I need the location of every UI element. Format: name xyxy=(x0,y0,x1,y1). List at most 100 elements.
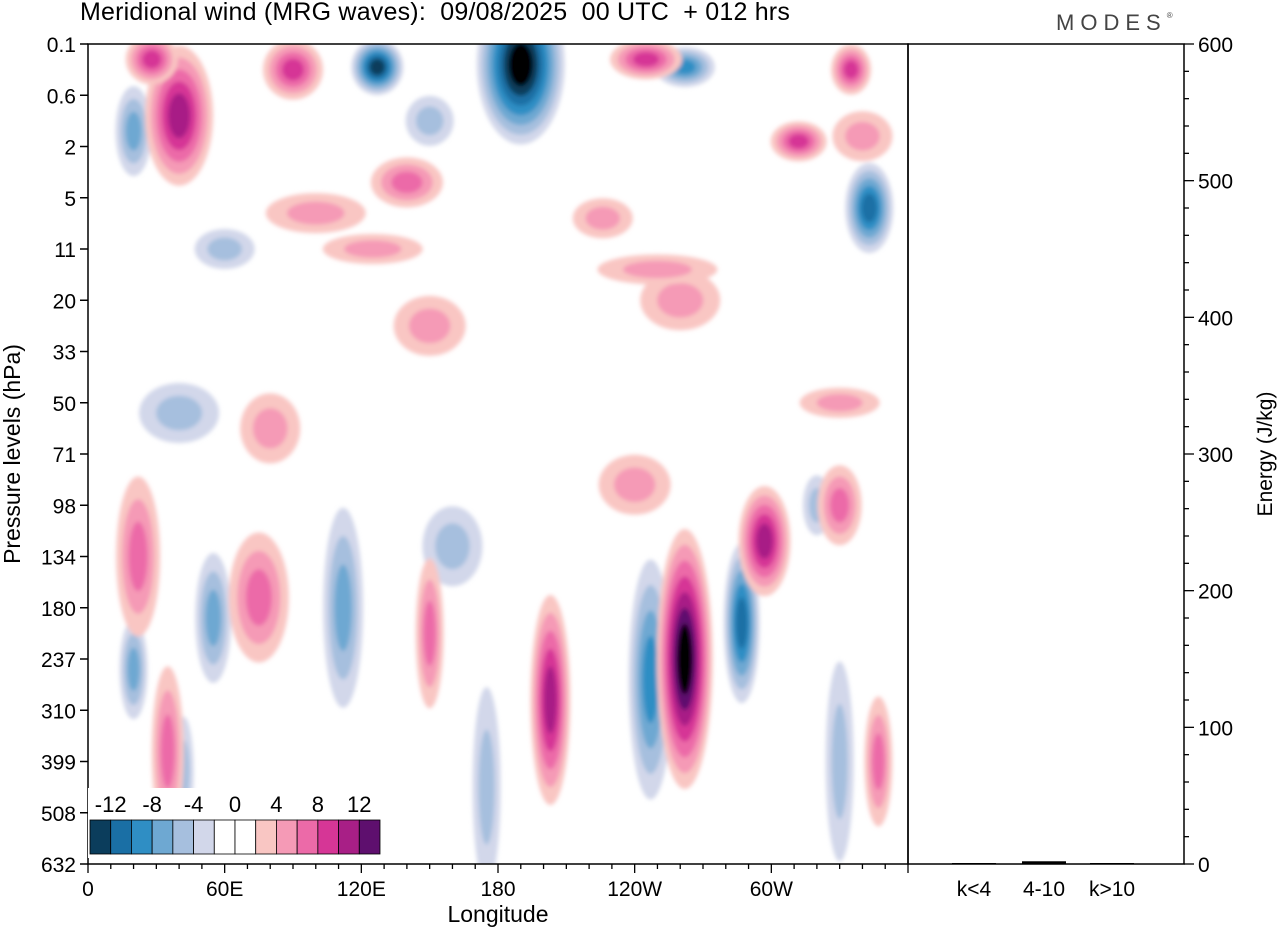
colorbar-swatch xyxy=(193,819,215,855)
pressure-tick-label: 20 xyxy=(53,290,76,313)
longitude-tick-label: 0 xyxy=(82,878,94,901)
negative-wind-contour xyxy=(478,729,495,845)
colorbar-tick-label: -4 xyxy=(184,792,204,817)
colorbar-swatch xyxy=(296,819,319,855)
colorbar-swatch xyxy=(255,819,277,855)
positive-wind-contour xyxy=(287,201,345,225)
energy-tick-label: 600 xyxy=(1198,34,1233,57)
positive-wind-contour xyxy=(756,523,773,559)
negative-wind-contour xyxy=(334,564,352,652)
colorbar-tick-label: 12 xyxy=(347,792,371,817)
pressure-tick-label: 508 xyxy=(41,803,76,826)
negative-wind-contour xyxy=(508,44,533,87)
energy-plot-frame xyxy=(907,43,1185,865)
pressure-tick-label: 98 xyxy=(53,495,76,518)
positive-wind-contour xyxy=(391,171,423,194)
colorbar-swatch xyxy=(317,819,339,855)
energy-category-label: k>10 xyxy=(1089,878,1135,901)
energy-tick-label: 200 xyxy=(1198,581,1233,604)
energy-bar xyxy=(1090,863,1134,864)
pressure-tick-label: 0.1 xyxy=(47,34,76,57)
positive-wind-contour xyxy=(252,408,288,449)
logo-registered-mark: ® xyxy=(1166,10,1173,20)
pressure-tick-label: 0.6 xyxy=(47,85,76,108)
energy-category-label: 4-10 xyxy=(1023,878,1065,901)
energy-tick-label: 300 xyxy=(1198,444,1233,467)
pressure-tick-label: 632 xyxy=(41,854,76,877)
energy-category-label: k<4 xyxy=(957,878,992,901)
negative-wind-contour xyxy=(125,111,142,151)
pressure-tick-label: 2 xyxy=(64,137,76,160)
colorbar-swatch xyxy=(131,819,153,855)
colorbar-swatch xyxy=(358,819,381,855)
positive-wind-contour xyxy=(423,600,436,666)
positive-wind-contour xyxy=(788,134,809,149)
energy-tick-label: 100 xyxy=(1198,717,1233,740)
positive-wind-contour xyxy=(632,52,660,67)
energy-bar xyxy=(952,863,996,864)
negative-wind-contour xyxy=(435,523,470,570)
pressure-tick-label: 71 xyxy=(53,444,76,467)
pressure-axis: 0.1 0.6 2 5 11 20 33 50 71 98 134 180 237 310 399 508 63… xyxy=(41,34,88,877)
positive-wind-contour xyxy=(160,714,175,789)
energy-bar-chart: 0 100 200 300 400 500 600 k<4 4-10 k>10 xyxy=(952,34,1233,901)
energy-bar xyxy=(1022,861,1066,864)
positive-wind-contour xyxy=(613,467,656,503)
positive-wind-contour xyxy=(282,58,304,81)
energy-tick-label: 0 xyxy=(1198,854,1210,877)
positive-wind-contour xyxy=(344,240,402,258)
negative-wind-contour xyxy=(127,647,140,691)
positive-wind-contour xyxy=(677,623,693,695)
colorbar-swatch xyxy=(172,819,194,855)
pressure-tick-label: 33 xyxy=(53,342,76,365)
positive-wind-contour xyxy=(657,282,704,318)
colorbar-swatch xyxy=(213,819,236,855)
pressure-tick-label: 5 xyxy=(64,188,76,211)
longitude-tick-label: 120W xyxy=(607,878,662,901)
colorbar-swatch xyxy=(276,819,298,855)
logo-text: MODES xyxy=(1056,10,1167,35)
negative-wind-contour xyxy=(205,589,222,647)
pressure-tick-label: 134 xyxy=(41,547,76,570)
positive-wind-contour xyxy=(128,521,148,592)
modes-logo: MODES® xyxy=(1056,10,1173,36)
colorbar-tick-label: 8 xyxy=(312,792,324,817)
negative-wind-contour xyxy=(642,636,659,723)
longitude-tick-label: 180 xyxy=(480,878,515,901)
positive-wind-contour xyxy=(816,394,863,412)
energy-tick-label: 500 xyxy=(1198,171,1233,194)
energy-axis-label: Energy (J/kg) xyxy=(1254,392,1277,517)
pressure-tick-label: 50 xyxy=(53,393,76,416)
positive-wind-contour xyxy=(830,487,850,523)
chart-title: Meridional wind (MRG waves): 09/08/2025 … xyxy=(80,0,791,26)
colorbar: -12 -8 -4 0 4 8 12 xyxy=(88,788,382,858)
positive-wind-contour xyxy=(845,121,880,151)
positive-wind-contour xyxy=(408,308,451,344)
negative-wind-contour xyxy=(831,704,848,819)
positive-wind-contour xyxy=(142,50,162,69)
pressure-tick-label: 11 xyxy=(54,239,76,262)
colorbar-swatch xyxy=(110,819,132,855)
positive-wind-contour xyxy=(168,93,191,139)
pressure-tick-label: 310 xyxy=(41,700,76,723)
colorbar-tick-label: -8 xyxy=(142,792,162,817)
longitude-axis: 0 60E 120E 180 120W 60W xyxy=(82,864,909,901)
positive-wind-contour xyxy=(585,206,621,230)
negative-wind-contour xyxy=(861,193,877,223)
negative-wind-contour xyxy=(156,395,203,431)
longitude-tick-label: 60W xyxy=(750,878,793,901)
negative-wind-contour xyxy=(415,106,444,136)
negative-wind-contour xyxy=(369,58,385,76)
energy-tick-label: 400 xyxy=(1198,307,1233,330)
longitude-axis-label: Longitude xyxy=(447,901,548,927)
colorbar-swatch xyxy=(89,819,112,855)
colorbar-swatch xyxy=(151,819,174,855)
positive-wind-contour xyxy=(843,60,859,79)
pressure-tick-label: 237 xyxy=(41,649,76,672)
pressure-tick-label: 399 xyxy=(41,752,76,775)
colorbar-swatch xyxy=(234,819,257,855)
pressure-tick-label: 180 xyxy=(41,598,76,621)
wind-contour-field xyxy=(88,44,908,864)
colorbar-tick-label: 4 xyxy=(270,792,282,817)
